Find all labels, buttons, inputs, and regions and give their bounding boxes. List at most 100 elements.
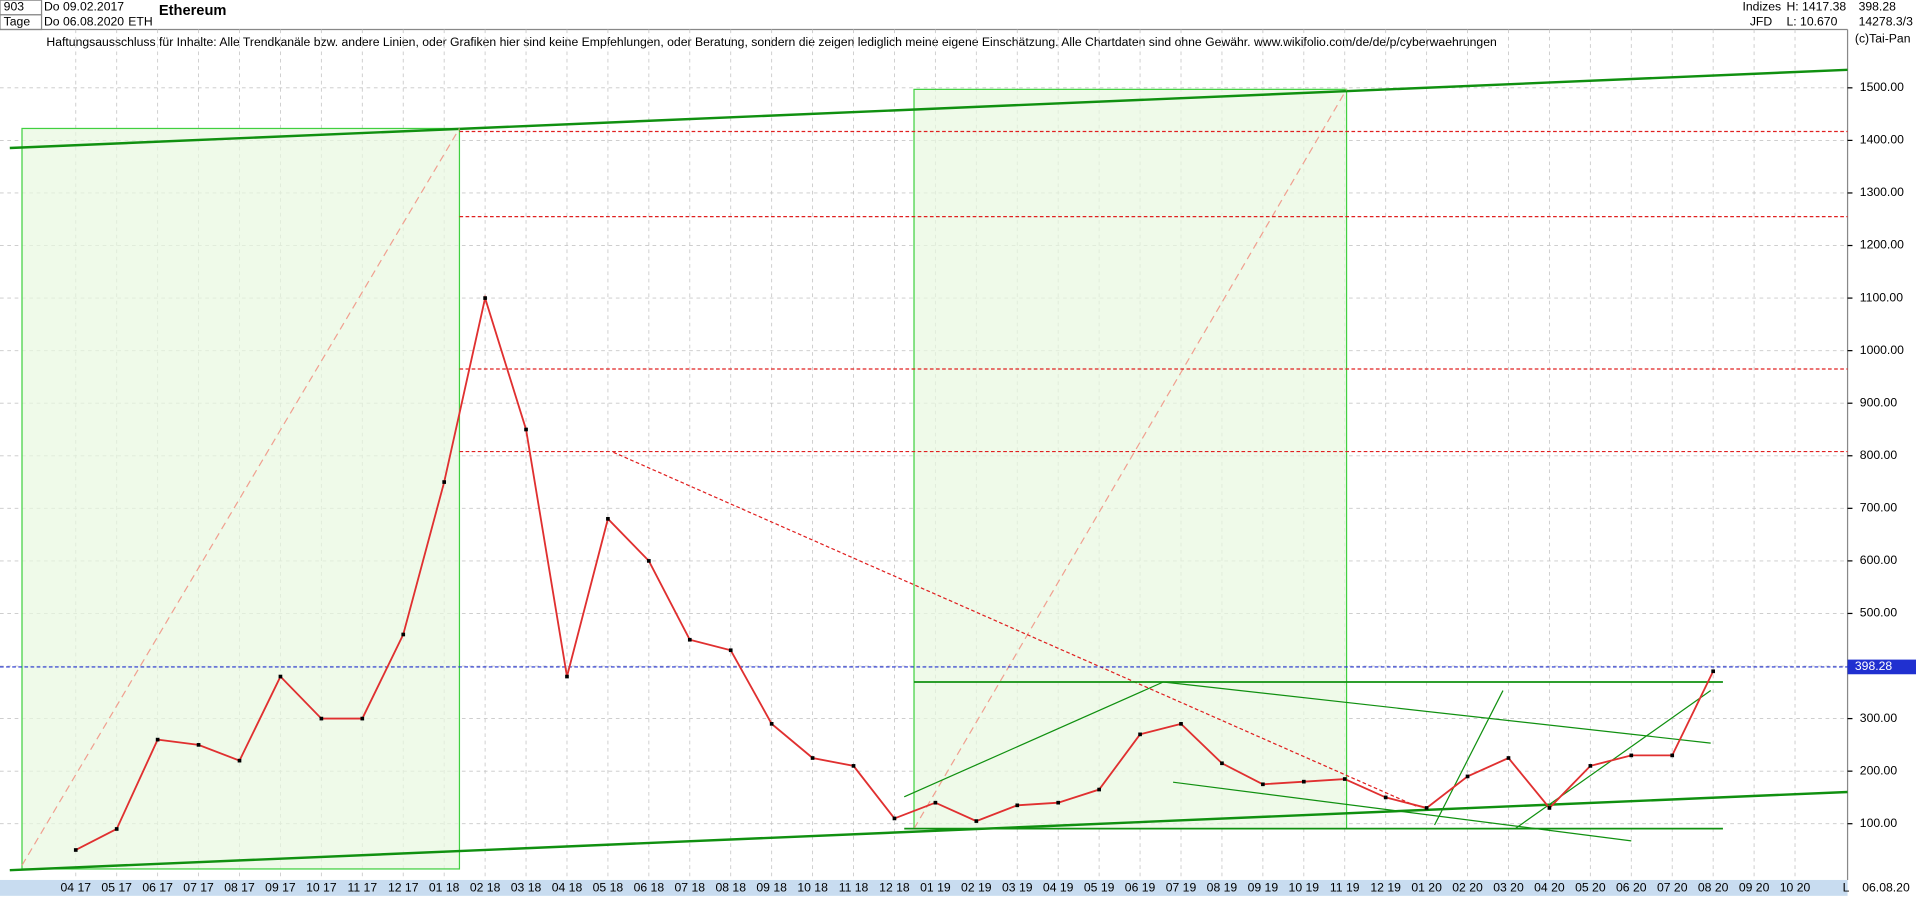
price-point <box>1220 761 1224 766</box>
price-point <box>769 722 774 726</box>
price-point <box>1138 732 1142 737</box>
subtitle: Haftungsausschluss für Inhalte: Alle Tre… <box>46 35 1496 49</box>
x-tick-label: 06 19 <box>1125 881 1156 895</box>
price-point <box>1015 803 1020 808</box>
price-point <box>1465 774 1470 779</box>
price-point <box>73 848 78 852</box>
x-tick-label: 09 20 <box>1739 881 1770 895</box>
x-tick-label: 10 19 <box>1289 881 1320 895</box>
price-point <box>1670 753 1675 758</box>
x-tick-label: 12 19 <box>1370 881 1401 895</box>
price-point <box>196 743 201 747</box>
price-point <box>728 648 733 653</box>
price-point <box>810 756 815 760</box>
x-tick-label: 08 17 <box>224 881 255 895</box>
price-point <box>1261 782 1265 787</box>
y-tick-label: 700.00 <box>1860 501 1898 515</box>
price-point <box>1588 764 1593 768</box>
extra: 14278.3/3 <box>1859 14 1914 28</box>
x-tick-label: 07 17 <box>183 881 214 895</box>
price-point <box>1383 795 1388 800</box>
x-tick-label: 06 18 <box>634 881 665 895</box>
trend-line <box>21 128 460 866</box>
x-tick-label: 11 19 <box>1330 881 1360 895</box>
from-date: Do 09.02.2017 <box>44 0 124 14</box>
x-tick-label: 04 20 <box>1534 881 1565 895</box>
x-tick-label: 06 20 <box>1616 881 1647 895</box>
x-tick-label: 08 20 <box>1698 881 1729 895</box>
price-point <box>1342 777 1347 781</box>
x-tick-label: 04 19 <box>1043 881 1074 895</box>
x-tick-label: 08 18 <box>715 881 746 895</box>
price-point <box>974 819 979 823</box>
y-tick-label: 600.00 <box>1860 553 1898 567</box>
price-point <box>647 559 651 563</box>
y-tick-label: 800.00 <box>1860 448 1898 462</box>
y-tick-label: 300.00 <box>1860 711 1898 725</box>
y-tick-label: 200.00 <box>1860 763 1898 777</box>
x-tick-label: 03 18 <box>511 881 542 895</box>
x-tick-label: 09 17 <box>265 881 296 895</box>
x-tick-label: 08 19 <box>1207 881 1238 895</box>
high: H: 1417.38 <box>1786 0 1846 14</box>
price-point <box>892 816 897 821</box>
low: L: 10.670 <box>1786 14 1837 28</box>
price-point <box>1301 779 1306 784</box>
trend-line <box>913 89 1348 829</box>
price-point <box>237 758 242 763</box>
price-point <box>401 632 406 637</box>
y-tick-label: 100.00 <box>1860 816 1898 830</box>
x-tick-label: 10 18 <box>797 881 828 895</box>
x-tick-label: 02 19 <box>961 881 992 895</box>
price-point <box>1424 806 1429 810</box>
price-point <box>606 517 610 521</box>
corner: L <box>1843 881 1850 895</box>
trend-line <box>9 790 1848 872</box>
x-tick-label: 09 19 <box>1248 881 1279 895</box>
x-tick-label: 03 20 <box>1493 881 1524 895</box>
price-point <box>1506 756 1511 760</box>
y-tick-label: 1500.00 <box>1860 80 1904 94</box>
price-point <box>1056 800 1061 805</box>
bars: 903 <box>4 0 25 14</box>
last-price-box <box>1847 659 1916 675</box>
price-point <box>278 674 283 679</box>
price-point <box>442 480 447 484</box>
x-tick-label: 06 17 <box>142 881 173 895</box>
plot <box>0 29 1848 880</box>
x-tick-label: 04 17 <box>60 881 91 895</box>
x-axis-bar <box>0 879 1848 896</box>
y-tick-label: 1000.00 <box>1860 343 1904 357</box>
price-point <box>933 800 938 805</box>
trend-line <box>1163 681 1711 744</box>
price-point <box>1547 806 1552 810</box>
x-tick-label: 05 17 <box>101 881 132 895</box>
copyright: (c)Tai-Pan <box>1855 31 1911 45</box>
price-point <box>155 737 160 742</box>
price-point <box>1629 753 1634 758</box>
y-tick-label: 900.00 <box>1860 395 1898 409</box>
x-tick-label: 10 17 <box>306 881 337 895</box>
y-tick-label: 1300.00 <box>1860 185 1904 199</box>
x-tick-label: 01 18 <box>429 881 460 895</box>
price-point <box>319 716 324 721</box>
y-tick-label: 1400.00 <box>1860 133 1904 147</box>
period: Tage <box>4 14 31 28</box>
chart-title: Ethereum <box>159 3 227 19</box>
y-tick-label: 1200.00 <box>1860 238 1904 252</box>
source-group: Indizes <box>1742 0 1781 14</box>
date: 06.08.20 <box>1862 881 1910 895</box>
x-tick-label: 11 18 <box>839 881 869 895</box>
price-point <box>360 716 365 721</box>
price-point <box>1097 787 1101 792</box>
y-tick-label: 1100.00 <box>1860 290 1903 304</box>
trend-line <box>1172 781 1632 842</box>
x-tick-label: 07 20 <box>1657 881 1688 895</box>
y-tick-label: 500.00 <box>1860 606 1898 620</box>
price-point <box>483 296 487 300</box>
x-tick-label: 11 17 <box>347 881 377 895</box>
price-point <box>1711 669 1715 674</box>
price-point <box>114 827 119 831</box>
price-point <box>565 674 569 679</box>
